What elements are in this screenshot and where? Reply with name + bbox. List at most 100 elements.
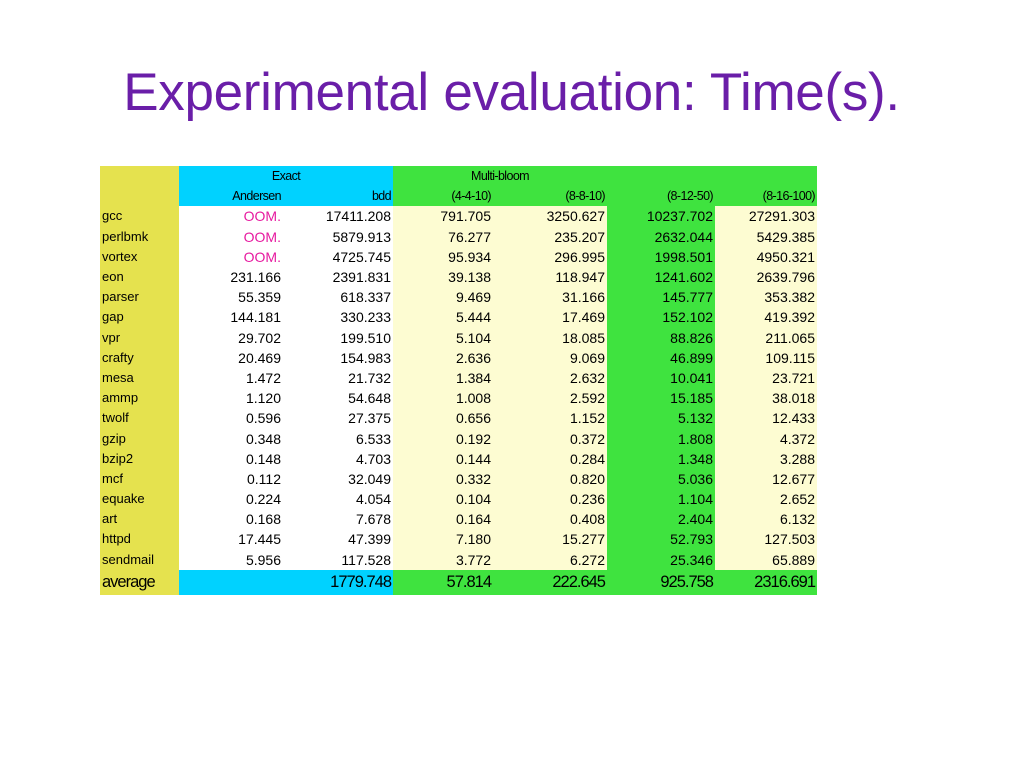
table-cell: 38.018 bbox=[715, 388, 817, 409]
table-cell: 5.444 bbox=[393, 307, 493, 328]
table-cell: 1998.501 bbox=[607, 246, 715, 267]
table-cell: 21.732 bbox=[283, 367, 393, 389]
table-cell: 2.592 bbox=[493, 388, 607, 409]
table-cell: 12.433 bbox=[715, 408, 817, 429]
table-row: sendmail 5.956 117.528 3.772 6.272 25.346 65.8… bbox=[100, 549, 817, 570]
average-cell: 1779.748 bbox=[283, 569, 393, 595]
column-header: (4-4-10) bbox=[393, 186, 493, 207]
table-cell: 9.069 bbox=[493, 347, 607, 368]
benchmark-name: vortex bbox=[100, 246, 179, 267]
table-cell: 0.148 bbox=[179, 448, 283, 469]
table-row: perlbmk OOM. 5879.913 76.277 235.207 2632.044… bbox=[100, 226, 817, 247]
table-cell: 109.115 bbox=[715, 347, 817, 368]
benchmark-name: gap bbox=[100, 307, 179, 328]
results-table: Exact Multi-bloom Andersen bdd (4-4-10) … bbox=[100, 166, 817, 595]
table-cell: OOM. bbox=[179, 226, 283, 247]
table-cell: 54.648 bbox=[283, 388, 393, 409]
table-cell: 1.472 bbox=[179, 367, 283, 389]
table-cell: 0.144 bbox=[393, 448, 493, 469]
table-cell: 2.652 bbox=[715, 489, 817, 510]
benchmark-name: gcc bbox=[100, 206, 179, 227]
benchmark-name: httpd bbox=[100, 529, 179, 550]
table-cell: 0.168 bbox=[179, 509, 283, 530]
table-cell: 46.899 bbox=[607, 347, 715, 368]
table-cell: OOM. bbox=[179, 206, 283, 227]
exact-group-header: Exact bbox=[179, 166, 393, 187]
multibloom-group-header: Multi-bloom bbox=[393, 166, 607, 187]
table-cell: 9.469 bbox=[393, 287, 493, 308]
table-row: twolf 0.596 27.375 0.656 1.152 5.132 12.433 bbox=[100, 408, 817, 429]
average-row: average 1779.748 57.814 222.645 925.758 … bbox=[100, 569, 817, 595]
table-cell: 31.166 bbox=[493, 287, 607, 308]
average-cell: 57.814 bbox=[393, 569, 493, 595]
table-cell: 1.348 bbox=[607, 448, 715, 469]
table-cell: 6.533 bbox=[283, 428, 393, 449]
table-cell: 76.277 bbox=[393, 226, 493, 247]
table-cell: 3.288 bbox=[715, 448, 817, 469]
table-cell: 0.408 bbox=[493, 509, 607, 530]
table-cell: 154.983 bbox=[283, 347, 393, 368]
table-cell: 7.678 bbox=[283, 509, 393, 530]
table-cell: 55.359 bbox=[179, 287, 283, 308]
table-cell: 152.102 bbox=[607, 307, 715, 328]
table-cell: 0.192 bbox=[393, 428, 493, 449]
table-row: parser 55.359 618.337 9.469 31.166 145.777 353… bbox=[100, 287, 817, 308]
table-cell: 18.085 bbox=[493, 327, 607, 348]
table-cell: 4.054 bbox=[283, 489, 393, 510]
table-cell: 127.503 bbox=[715, 529, 817, 550]
table-body: gcc OOM. 17411.208 791.705 3250.627 10237.702… bbox=[100, 206, 817, 570]
table-cell: 117.528 bbox=[283, 549, 393, 570]
table-cell: 17411.208 bbox=[283, 206, 393, 227]
table-cell: 2639.796 bbox=[715, 266, 817, 288]
table-cell: 0.224 bbox=[179, 489, 283, 510]
table-row: gcc OOM. 17411.208 791.705 3250.627 10237.702… bbox=[100, 206, 817, 227]
table-cell: 0.164 bbox=[393, 509, 493, 530]
table-cell: 17.469 bbox=[493, 307, 607, 328]
table-cell: 95.934 bbox=[393, 246, 493, 267]
benchmark-name: twolf bbox=[100, 408, 179, 429]
table-row: eon 231.166 2391.831 39.138 118.947 1241.602 2… bbox=[100, 266, 817, 288]
benchmark-name: parser bbox=[100, 287, 179, 308]
table-cell: 5.956 bbox=[179, 549, 283, 570]
table-cell: 0.820 bbox=[493, 468, 607, 489]
table-cell: 15.277 bbox=[493, 529, 607, 550]
column-header: (8-12-50) bbox=[607, 186, 715, 207]
table-cell: 0.348 bbox=[179, 428, 283, 449]
table-cell: 5879.913 bbox=[283, 226, 393, 247]
benchmark-name: eon bbox=[100, 266, 179, 288]
slide-title: Experimental evaluation: Time(s). bbox=[123, 63, 900, 122]
table-row: mesa 1.472 21.732 1.384 2.632 10.041 23.721 bbox=[100, 367, 817, 389]
table-cell: 330.233 bbox=[283, 307, 393, 328]
table-cell: 0.284 bbox=[493, 448, 607, 469]
table-cell: 0.596 bbox=[179, 408, 283, 429]
table-cell: 0.372 bbox=[493, 428, 607, 449]
table-cell: 2391.831 bbox=[283, 266, 393, 288]
table-cell: 27.375 bbox=[283, 408, 393, 429]
table-cell: 618.337 bbox=[283, 287, 393, 308]
table-row: equake 0.224 4.054 0.104 0.236 1.104 2.652 bbox=[100, 489, 817, 510]
table-row: ammp 1.120 54.648 1.008 2.592 15.185 38.018 bbox=[100, 388, 817, 409]
column-header: (8-8-10) bbox=[493, 186, 607, 207]
table-cell: OOM. bbox=[179, 246, 283, 267]
table-row: vortex OOM. 4725.745 95.934 296.995 1998.501 4… bbox=[100, 246, 817, 267]
table-cell: 791.705 bbox=[393, 206, 493, 227]
table-cell: 211.065 bbox=[715, 327, 817, 348]
column-header: (8-16-100) bbox=[715, 186, 817, 207]
table-row: gap 144.181 330.233 5.444 17.469 152.102 419.3… bbox=[100, 307, 817, 328]
table-cell: 3250.627 bbox=[493, 206, 607, 227]
benchmark-name: bzip2 bbox=[100, 448, 179, 469]
table-row: bzip2 0.148 4.703 0.144 0.284 1.348 3.288 bbox=[100, 448, 817, 469]
table-row: art 0.168 7.678 0.164 0.408 2.404 6.132 bbox=[100, 509, 817, 530]
table-cell: 65.889 bbox=[715, 549, 817, 570]
table-cell: 0.104 bbox=[393, 489, 493, 510]
table-cell: 1.808 bbox=[607, 428, 715, 449]
table-cell: 17.445 bbox=[179, 529, 283, 550]
table-cell: 47.399 bbox=[283, 529, 393, 550]
table-cell: 1.008 bbox=[393, 388, 493, 409]
table-cell: 199.510 bbox=[283, 327, 393, 348]
table-cell: 419.392 bbox=[715, 307, 817, 328]
table-cell: 10.041 bbox=[607, 367, 715, 389]
table-cell: 296.995 bbox=[493, 246, 607, 267]
table-cell: 118.947 bbox=[493, 266, 607, 288]
multibloom-group-header-fill bbox=[607, 166, 817, 187]
